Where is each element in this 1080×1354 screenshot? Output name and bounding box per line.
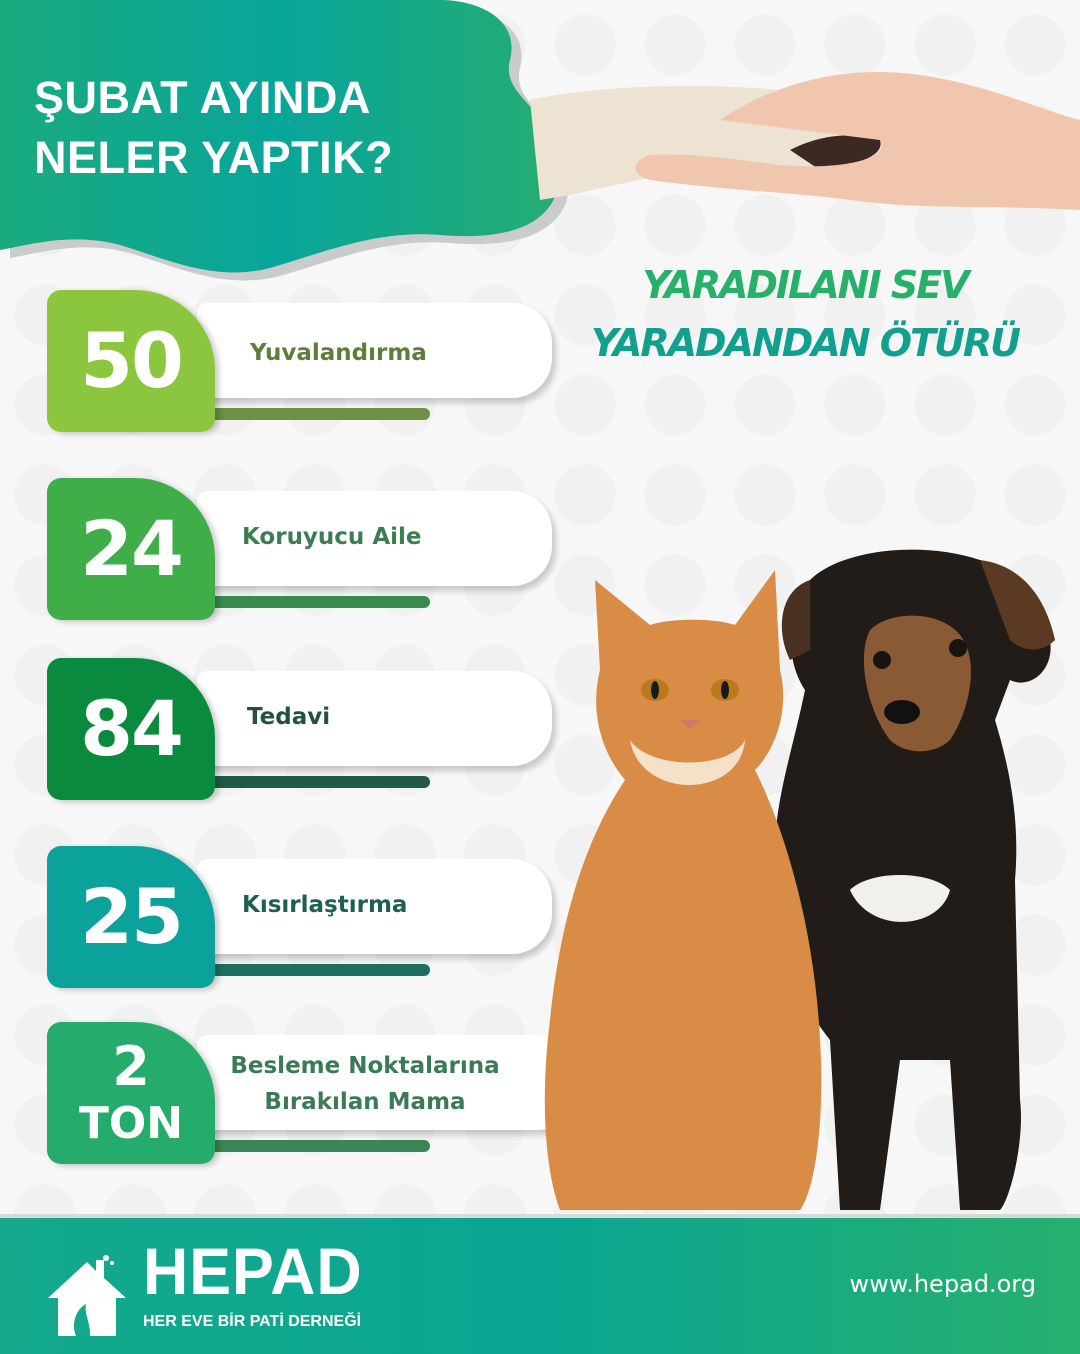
- stat-underline: [207, 776, 430, 788]
- title-line-2: NELER YAPTIK?: [34, 132, 394, 183]
- stat-label: Besleme Noktalarına Bırakılan Mama: [215, 1048, 515, 1120]
- stat-value: 50: [80, 316, 184, 405]
- stat-card-food: 2 TON Besleme Noktalarına Bırakılan Mama: [47, 1022, 577, 1167]
- website-link[interactable]: www.hepad.org: [849, 1270, 1036, 1298]
- stat-value: 2: [112, 1035, 150, 1098]
- hand-holding-paw-photo: [530, 72, 1080, 210]
- stat-label-pill: [197, 1035, 577, 1130]
- stat-underline: [207, 408, 430, 420]
- stat-label-pill: [197, 303, 552, 398]
- stat-value: 84: [80, 684, 184, 773]
- stat-label: Yuvalandırma: [250, 340, 427, 366]
- stat-value: 25: [80, 872, 184, 961]
- stat-card-foster: 24 Koruyucu Aile: [47, 478, 567, 623]
- stat-underline: [207, 596, 430, 608]
- stat-number-box: 84: [47, 658, 215, 800]
- stat-label-line-1: Besleme Noktalarına: [230, 1053, 500, 1079]
- stat-number-box: 24: [47, 478, 215, 620]
- stat-label: Koruyucu Aile: [242, 524, 422, 550]
- stat-label: Tedavi: [247, 704, 331, 730]
- stat-label-pill: [197, 491, 552, 586]
- stat-label: Kısırlaştırma: [242, 892, 408, 918]
- brand-tagline: HER EVE BİR PATİ DERNEĞİ: [143, 1313, 362, 1330]
- stat-number-box: 25: [47, 846, 215, 988]
- cat-and-dog-photo: [544, 549, 1055, 1210]
- house-with-pets-icon: [48, 1255, 126, 1336]
- brand-name: HEPAD: [143, 1234, 363, 1308]
- slogan-line-2: YARADANDAN ÖTÜRÜ: [591, 321, 1021, 365]
- stat-label-line-2: Bırakılan Mama: [264, 1089, 466, 1115]
- stat-label-pill: [197, 671, 552, 766]
- stat-card-treatment: 84 Tedavi: [47, 658, 567, 803]
- dog: [774, 549, 1055, 1210]
- stat-label-pill: [197, 859, 552, 954]
- page-title: ŞUBAT AYINDA NELER YAPTIK?: [34, 68, 393, 188]
- slogan-line-1: YARADILANI SEV: [642, 263, 969, 307]
- stat-unit: TON: [78, 1098, 184, 1149]
- stat-number-box: 50: [47, 290, 215, 432]
- stat-underline: [207, 1140, 430, 1152]
- title-blob: [0, 0, 570, 281]
- stat-number-box: 2 TON: [47, 1022, 215, 1164]
- stat-underline: [207, 964, 430, 976]
- slogan: YARADILANI SEV YARADANDAN ÖTÜRÜ: [570, 256, 1040, 372]
- title-line-1: ŞUBAT AYINDA: [34, 72, 371, 123]
- stat-card-rehoming: 50 Yuvalandırma: [47, 290, 567, 435]
- footer: HEPAD HER EVE BİR PATİ DERNEĞİ www.hepad…: [0, 1214, 1080, 1354]
- stat-value: 24: [80, 504, 184, 593]
- stat-card-neutering: 25 Kısırlaştırma: [47, 846, 567, 991]
- cat: [544, 570, 822, 1210]
